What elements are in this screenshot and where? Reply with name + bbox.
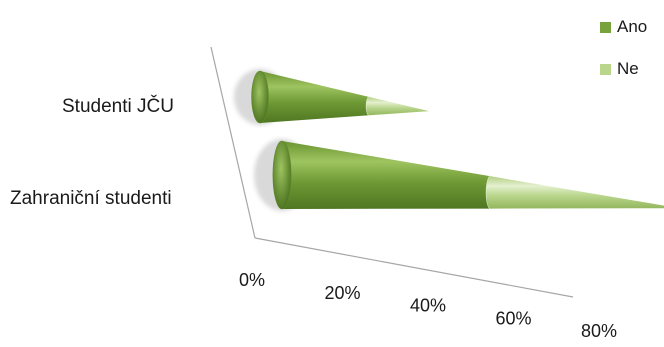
y-axis-line: [210, 46, 256, 239]
y-category-label: Zahraniční studenti: [10, 188, 172, 209]
x-tick-label: 0%: [239, 270, 265, 290]
cone-segment-ne: [486, 176, 664, 209]
x-tick-label: 40%: [410, 296, 446, 316]
cone-segment-ano: [272, 141, 496, 209]
legend-label: Ano: [617, 17, 648, 36]
y-category-label: Studenti JČU: [62, 96, 174, 117]
legend-label: Ne: [617, 59, 639, 78]
cone-segment-ano: [251, 71, 373, 123]
x-tick-label: 80%: [581, 321, 617, 341]
legend-item-ano: Ano: [600, 17, 647, 37]
cone-base: [272, 140, 292, 210]
cone-base: [251, 70, 269, 124]
legend: Ano Ne: [600, 17, 647, 101]
axes: [210, 46, 574, 298]
legend-swatch: [600, 63, 611, 75]
x-axis-ticks: 0% 20% 40% 60% 80%: [239, 270, 617, 341]
legend-item-ne: Ne: [600, 59, 647, 79]
cone-segment-ne: [366, 96, 429, 116]
legend-swatch: [600, 21, 611, 33]
x-axis-line: [254, 237, 574, 298]
plot-area: [234, 69, 664, 211]
x-tick-label: 20%: [325, 283, 361, 303]
x-tick-label: 60%: [496, 308, 532, 328]
